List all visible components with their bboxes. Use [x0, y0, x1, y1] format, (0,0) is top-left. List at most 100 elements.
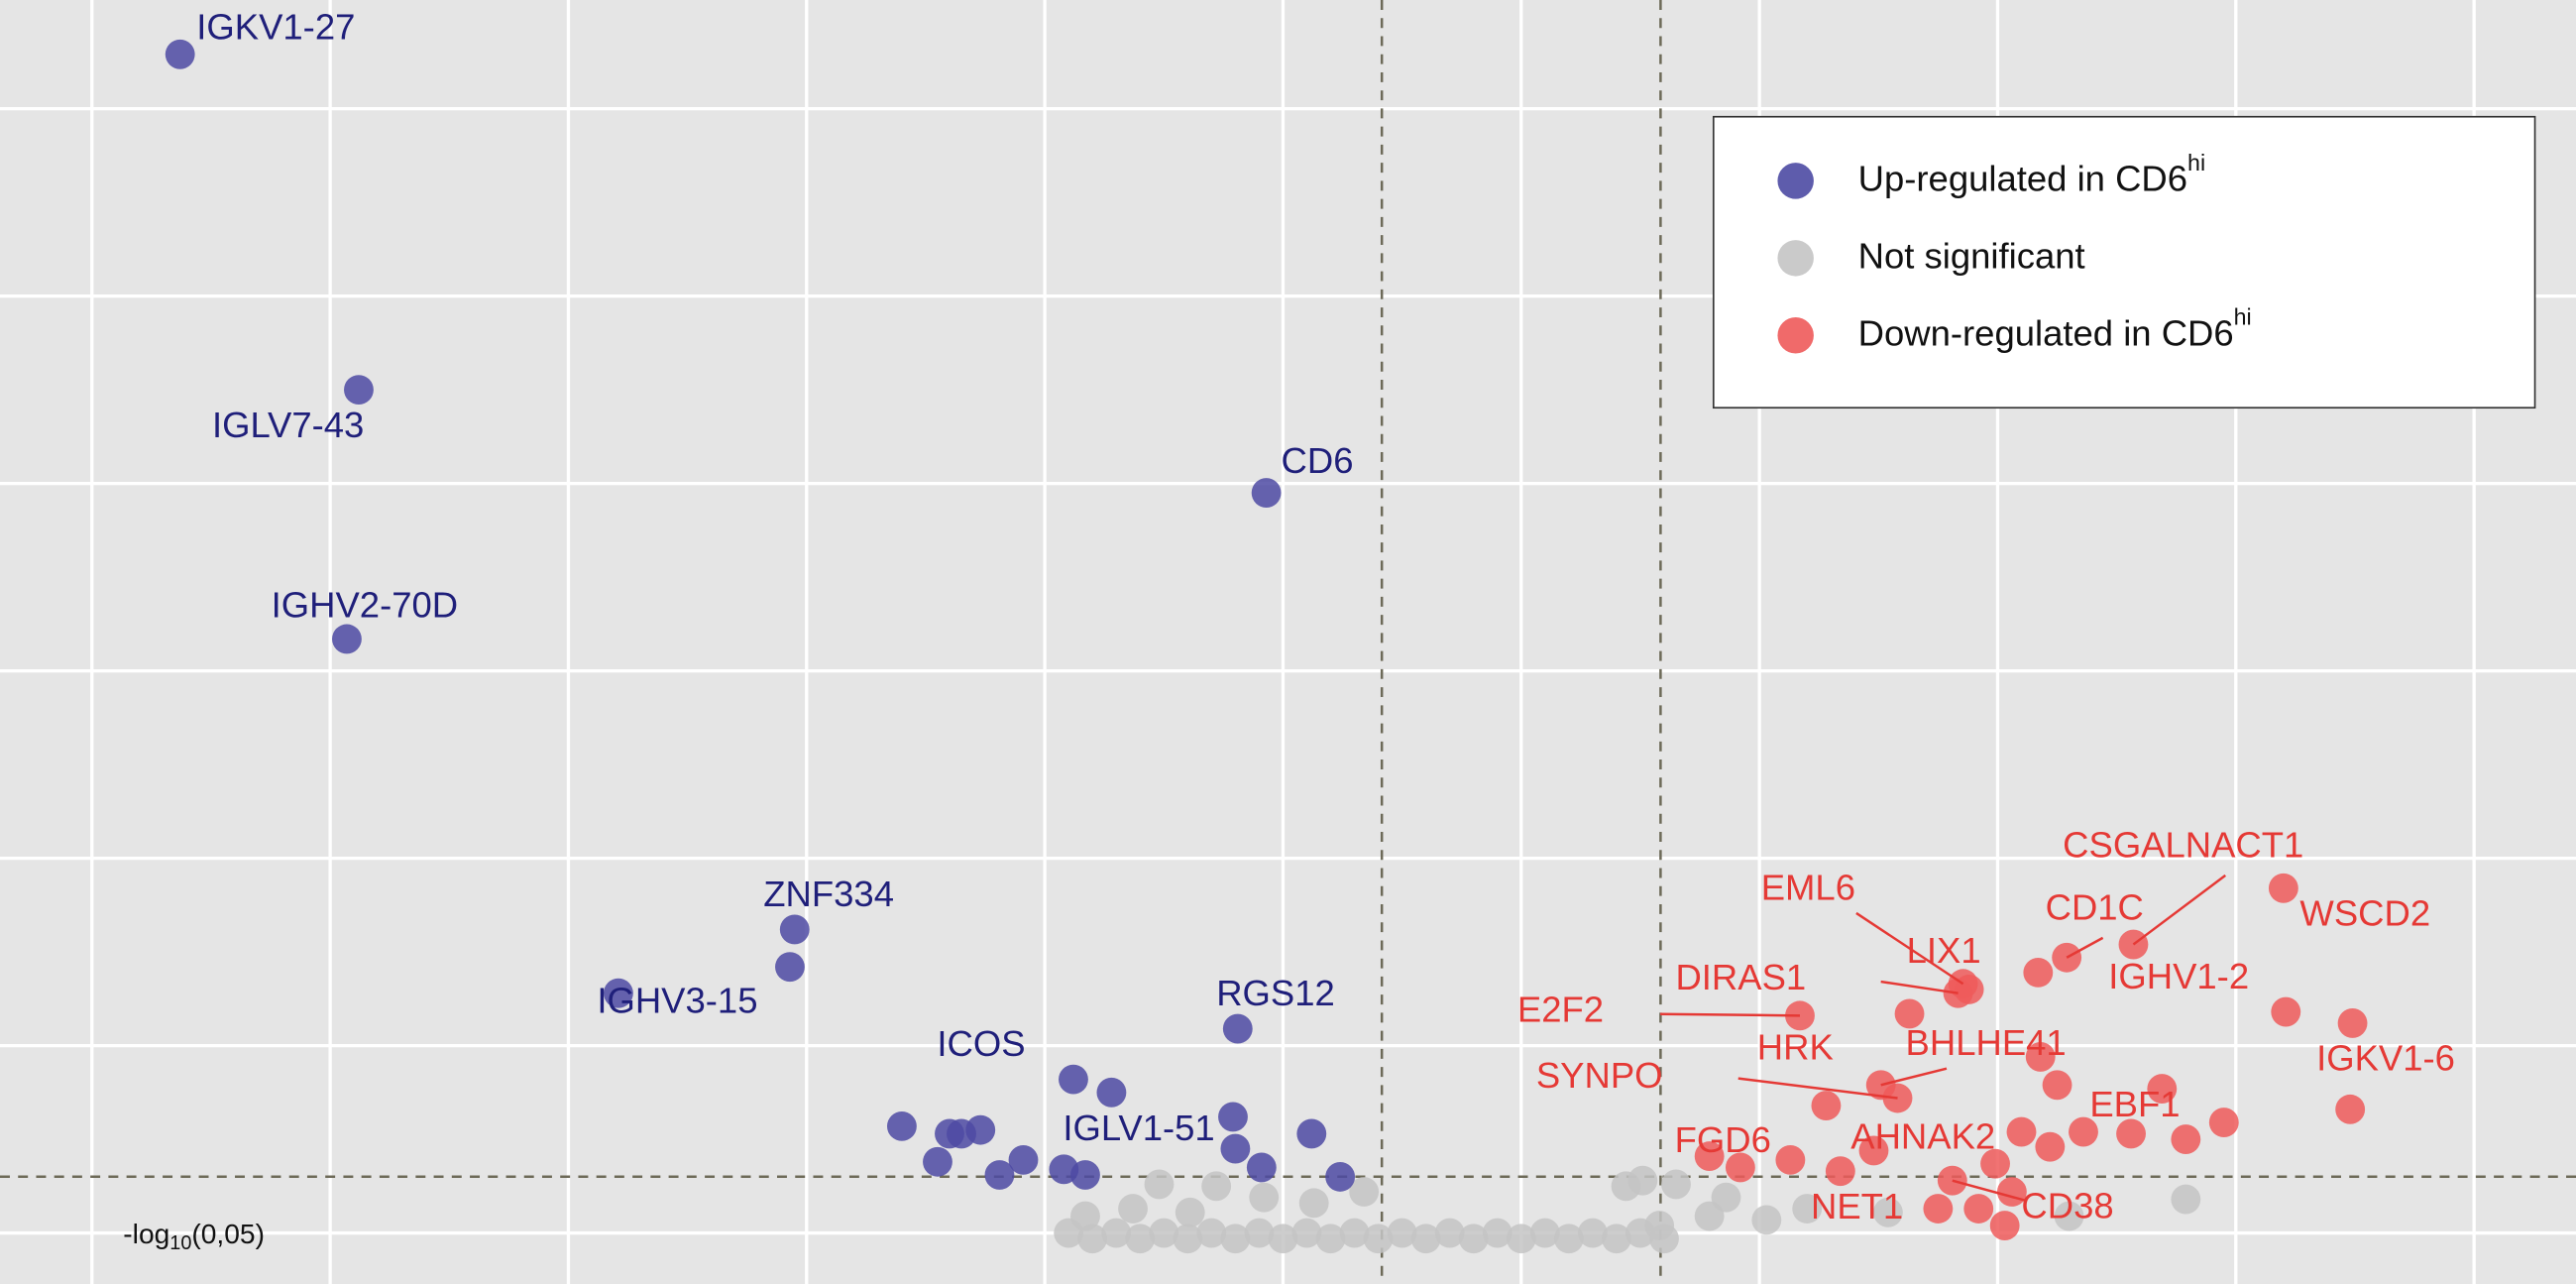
point-label: IGHV2-70D [272, 585, 458, 626]
point [1363, 1224, 1394, 1254]
point [1644, 1211, 1675, 1240]
point [1602, 1224, 1631, 1254]
point [1785, 1000, 1815, 1031]
point [886, 1110, 917, 1141]
point [2006, 1116, 2037, 1147]
point [2069, 1116, 2098, 1147]
point-label: IGKV1-6 [2316, 1038, 2455, 1079]
label-leader [1660, 1012, 1800, 1017]
point [1220, 1224, 1251, 1254]
point [1244, 1218, 1275, 1248]
legend-label: Down-regulated in CD6hi [1858, 304, 2252, 353]
point [1218, 1102, 1248, 1132]
point [2271, 996, 2301, 1027]
legend-text: Down-regulated in CD6 [1858, 312, 2234, 353]
point [1201, 1171, 1232, 1202]
point [1529, 1218, 1560, 1248]
point [1482, 1218, 1512, 1248]
point [1694, 1141, 1725, 1172]
point [1222, 1013, 1253, 1044]
point [1980, 1148, 2010, 1179]
point [1246, 1152, 1277, 1183]
point-label: ZNF334 [763, 874, 894, 914]
label-leader [2132, 874, 2227, 946]
point-label: CD1C [2046, 886, 2144, 927]
point-label: IGLV7-43 [212, 405, 364, 445]
label-leader [2066, 936, 2104, 959]
point [2337, 1007, 2368, 1038]
point-label: SYNPO [1536, 1055, 1663, 1096]
point [1410, 1224, 1441, 1254]
legend-marker [1777, 163, 1814, 199]
point-label: HRK [1757, 1026, 1834, 1067]
legend-text: Not significant [1858, 235, 2085, 276]
point [2035, 1131, 2066, 1162]
point-label: DIRAS1 [1675, 957, 1806, 997]
point [344, 375, 374, 406]
point [1101, 1218, 1132, 1248]
point [1251, 478, 1282, 508]
legend-label: Up-regulated in CD6hi [1858, 150, 2205, 198]
legend-text: Up-regulated in CD6 [1858, 158, 2187, 198]
point [2025, 1042, 2056, 1072]
point [1661, 1169, 1691, 1200]
point [332, 624, 362, 654]
point [165, 39, 195, 69]
point [1077, 1224, 1108, 1254]
legend-box [1712, 115, 2536, 409]
threshold-label-text: -log [123, 1218, 169, 1249]
point [1291, 1218, 1322, 1248]
point [1858, 1135, 1889, 1166]
point [2054, 1201, 2084, 1231]
point-label: EBF1 [2089, 1084, 2180, 1124]
point [1989, 1211, 2020, 1240]
point [1249, 1182, 1280, 1213]
threshold-label-suffix: (0,05) [191, 1218, 265, 1249]
threshold-label-sub: 10 [169, 1232, 191, 1254]
legend-sup: hi [2234, 304, 2252, 330]
point-label: EML6 [1761, 867, 1855, 907]
point [1144, 1169, 1175, 1200]
point-label: ICOS [937, 1023, 1025, 1064]
point [2268, 873, 2298, 903]
point [1923, 1194, 1954, 1224]
point [1220, 1133, 1251, 1164]
point [2147, 1074, 2178, 1104]
point [1825, 1156, 1855, 1187]
point [1872, 1197, 1903, 1227]
point [1811, 1091, 1842, 1120]
point-label: NET1 [1811, 1186, 1903, 1226]
point [1775, 1144, 1806, 1175]
point [1173, 1224, 1203, 1254]
point [2171, 1184, 2201, 1215]
point [2335, 1094, 2366, 1124]
point-label: WSCD2 [2299, 893, 2430, 934]
threshold-label: -log10(0,05) [123, 1218, 265, 1254]
point [1894, 998, 1925, 1029]
point [1434, 1218, 1465, 1248]
point [1963, 1194, 1994, 1224]
point-label: IGHV1-2 [2108, 956, 2249, 996]
point [1751, 1205, 1782, 1235]
point [1070, 1160, 1100, 1190]
point [2042, 1070, 2072, 1101]
point-label: IGKV1-27 [196, 7, 355, 48]
point-label: IGHV3-15 [597, 980, 757, 1020]
point [1118, 1194, 1148, 1224]
point-label: CD38 [2021, 1185, 2113, 1226]
point [1149, 1218, 1179, 1248]
point [1298, 1188, 1329, 1219]
point [1725, 1152, 1755, 1183]
point [2118, 929, 2149, 960]
point-label: FGD6 [1675, 1119, 1771, 1160]
point [1296, 1118, 1327, 1149]
point [1175, 1197, 1205, 1227]
point [2023, 957, 2054, 988]
point [1125, 1224, 1156, 1254]
point-label: CD6 [1282, 440, 1354, 481]
point [1315, 1224, 1346, 1254]
legend-sup: hi [2187, 150, 2205, 175]
label-leader [1880, 1067, 1948, 1087]
